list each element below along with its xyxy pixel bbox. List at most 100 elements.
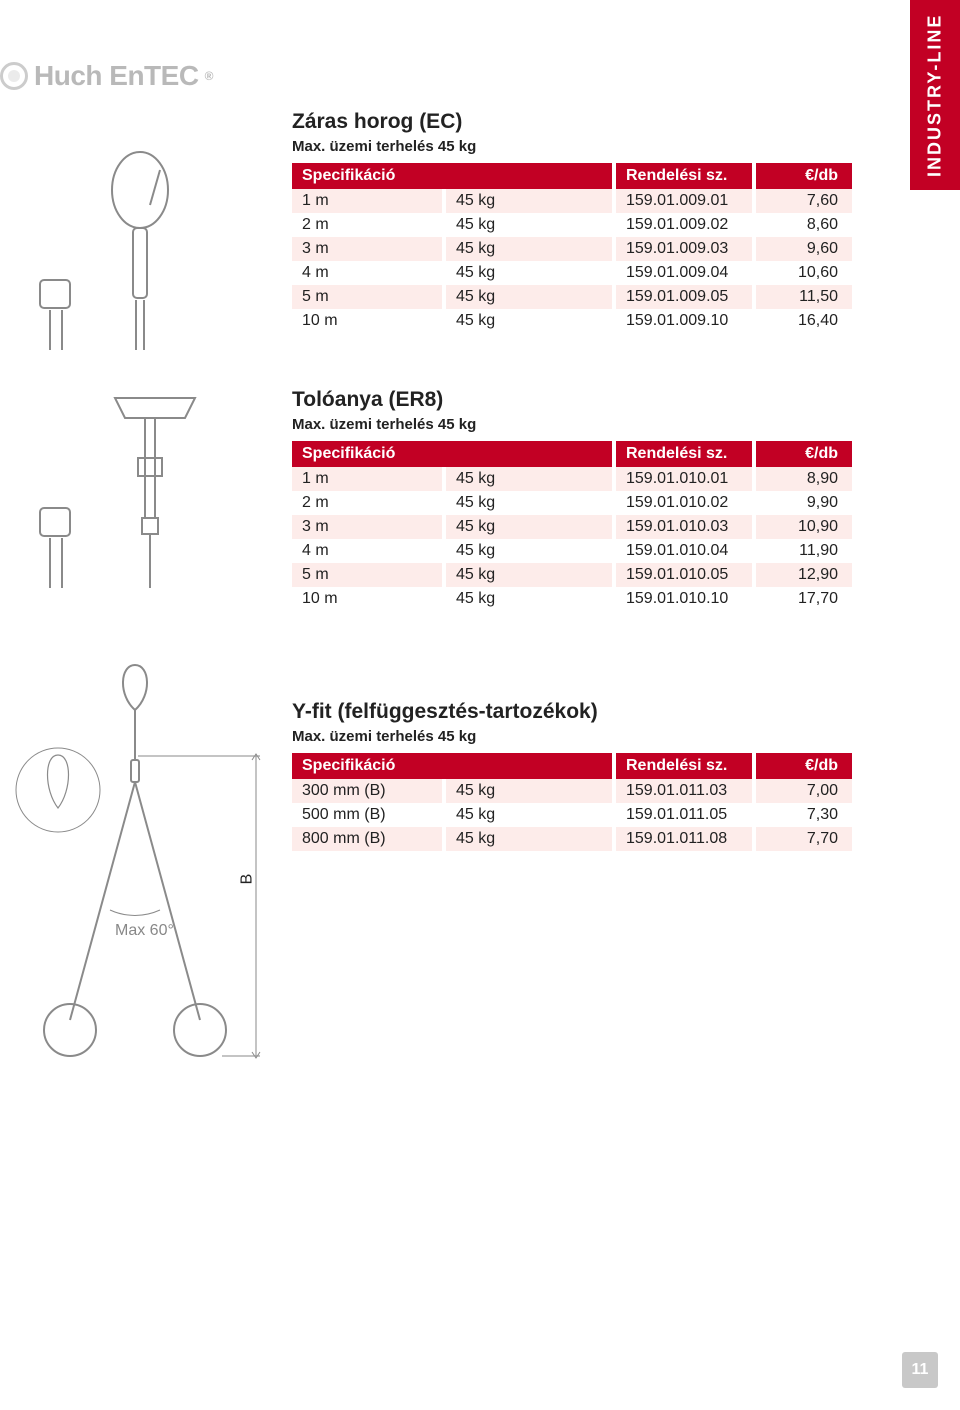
col-spec: Specifikáció	[292, 753, 612, 779]
cell-load: 45 kg	[442, 587, 612, 611]
cell-price: 12,90	[752, 563, 852, 587]
cell-order-number: 159.01.011.08	[612, 827, 752, 851]
cell-order-number: 159.01.009.04	[612, 261, 752, 285]
product-image-slider-nut	[10, 388, 270, 588]
cell-load: 45 kg	[442, 285, 612, 309]
cell-order-number: 159.01.011.03	[612, 779, 752, 803]
cell-price: 9,90	[752, 491, 852, 515]
cell-length: 3 m	[292, 237, 442, 261]
cell-order-number: 159.01.010.01	[612, 467, 752, 491]
table-row: 2 m45 kg159.01.009.028,60	[292, 213, 852, 237]
cell-load: 45 kg	[442, 515, 612, 539]
col-order: Rendelési sz.	[612, 163, 752, 189]
cell-price: 7,60	[752, 189, 852, 213]
col-order: Rendelési sz.	[612, 441, 752, 467]
cell-price: 10,60	[752, 261, 852, 285]
section-title: Záras horog (EC)	[292, 110, 852, 134]
cell-order-number: 159.01.009.01	[612, 189, 752, 213]
brand-logo: Huch EnTEC ®	[0, 60, 213, 92]
col-price: €/db	[752, 163, 852, 189]
table-row: 500 mm (B)45 kg159.01.011.057,30	[292, 803, 852, 827]
section-yfit: Y-fit (felfüggesztés-tartozékok) Max. üz…	[292, 700, 852, 851]
cell-length: 4 m	[292, 261, 442, 285]
col-price: €/db	[752, 441, 852, 467]
table-body: 1 m45 kg159.01.010.018,902 m45 kg159.01.…	[292, 467, 852, 611]
page-number: 11	[912, 1361, 929, 1379]
cell-price: 11,50	[752, 285, 852, 309]
cell-load: 45 kg	[442, 563, 612, 587]
cell-length: 500 mm (B)	[292, 803, 442, 827]
cell-price: 11,90	[752, 539, 852, 563]
cell-load: 45 kg	[442, 237, 612, 261]
product-image-carabiner	[10, 150, 270, 350]
table-row: 3 m45 kg159.01.009.039,60	[292, 237, 852, 261]
spec-table: Specifikáció Rendelési sz. €/db 300 mm (…	[292, 753, 852, 851]
table-row: 10 m45 kg159.01.009.1016,40	[292, 309, 852, 333]
dimension-label: B	[238, 874, 256, 885]
cell-price: 9,60	[752, 237, 852, 261]
cell-order-number: 159.01.009.05	[612, 285, 752, 309]
angle-label: Max 60°	[115, 922, 174, 940]
table-row: 300 mm (B)45 kg159.01.011.037,00	[292, 779, 852, 803]
cell-order-number: 159.01.009.10	[612, 309, 752, 333]
yfit-icon	[10, 660, 270, 1080]
table-row: 5 m45 kg159.01.009.0511,50	[292, 285, 852, 309]
cell-order-number: 159.01.010.03	[612, 515, 752, 539]
table-row: 4 m45 kg159.01.009.0410,60	[292, 261, 852, 285]
cell-order-number: 159.01.009.03	[612, 237, 752, 261]
brand-tm: ®	[205, 69, 213, 83]
cell-load: 45 kg	[442, 309, 612, 333]
cell-length: 800 mm (B)	[292, 827, 442, 851]
cell-length: 5 m	[292, 285, 442, 309]
section-toloanya: Tolóanya (ER8) Max. üzemi terhelés 45 kg…	[292, 388, 852, 611]
cell-load: 45 kg	[442, 803, 612, 827]
page-number-badge: 11	[902, 1352, 938, 1388]
cell-length: 4 m	[292, 539, 442, 563]
cell-order-number: 159.01.010.04	[612, 539, 752, 563]
cell-load: 45 kg	[442, 827, 612, 851]
cell-length: 1 m	[292, 467, 442, 491]
cell-load: 45 kg	[442, 467, 612, 491]
cell-order-number: 159.01.010.10	[612, 587, 752, 611]
spec-table: Specifikáció Rendelési sz. €/db 1 m45 kg…	[292, 441, 852, 611]
section-title: Y-fit (felfüggesztés-tartozékok)	[292, 700, 852, 724]
cell-price: 17,70	[752, 587, 852, 611]
cell-order-number: 159.01.011.05	[612, 803, 752, 827]
cell-price: 16,40	[752, 309, 852, 333]
cell-load: 45 kg	[442, 261, 612, 285]
table-row: 5 m45 kg159.01.010.0512,90	[292, 563, 852, 587]
cell-length: 10 m	[292, 587, 442, 611]
section-title: Tolóanya (ER8)	[292, 388, 852, 412]
table-row: 3 m45 kg159.01.010.0310,90	[292, 515, 852, 539]
side-tab-label: INDUSTRY-LINE	[925, 13, 946, 176]
table-body: 1 m45 kg159.01.009.017,602 m45 kg159.01.…	[292, 189, 852, 333]
side-tab: INDUSTRY-LINE	[910, 0, 960, 190]
table-row: 2 m45 kg159.01.010.029,90	[292, 491, 852, 515]
table-row: 1 m45 kg159.01.010.018,90	[292, 467, 852, 491]
cell-length: 2 m	[292, 491, 442, 515]
section-subtitle: Max. üzemi terhelés 45 kg	[292, 138, 852, 155]
cell-order-number: 159.01.009.02	[612, 213, 752, 237]
cell-price: 7,70	[752, 827, 852, 851]
slider-nut-icon	[10, 388, 270, 588]
cell-load: 45 kg	[442, 213, 612, 237]
table-body: 300 mm (B)45 kg159.01.011.037,00500 mm (…	[292, 779, 852, 851]
brand-logo-mark	[0, 62, 28, 90]
brand-name: Huch EnTEC	[34, 60, 199, 92]
cell-load: 45 kg	[442, 779, 612, 803]
section-subtitle: Max. üzemi terhelés 45 kg	[292, 416, 852, 433]
col-order: Rendelési sz.	[612, 753, 752, 779]
cell-load: 45 kg	[442, 189, 612, 213]
section-subtitle: Max. üzemi terhelés 45 kg	[292, 728, 852, 745]
cell-price: 8,90	[752, 467, 852, 491]
table-row: 10 m45 kg159.01.010.1017,70	[292, 587, 852, 611]
cell-length: 5 m	[292, 563, 442, 587]
table-row: 800 mm (B)45 kg159.01.011.087,70	[292, 827, 852, 851]
cell-length: 3 m	[292, 515, 442, 539]
cell-price: 7,30	[752, 803, 852, 827]
cell-load: 45 kg	[442, 539, 612, 563]
cell-load: 45 kg	[442, 491, 612, 515]
carabiner-icon	[10, 150, 270, 350]
col-spec: Specifikáció	[292, 441, 612, 467]
cell-price: 7,00	[752, 779, 852, 803]
